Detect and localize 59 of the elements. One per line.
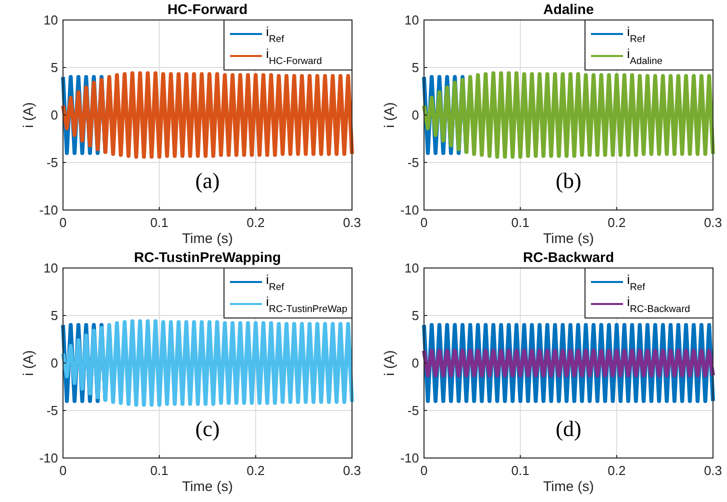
y-tick-label: 0 xyxy=(50,108,58,122)
y-tick-label: 5 xyxy=(412,308,419,323)
y-tick-label: 5 xyxy=(50,60,58,75)
y-axis-title: i (A) xyxy=(381,102,397,128)
x-tick-label: 0.1 xyxy=(511,463,530,478)
y-tick-label: -10 xyxy=(400,202,419,218)
annotation: (d) xyxy=(556,416,582,441)
legend-label: i$_{RC-Backward}$ xyxy=(627,294,690,314)
x-axis-title: Time (s) xyxy=(182,478,233,494)
x-axis-title: Time (s) xyxy=(182,230,233,246)
y-axis-title: i (A) xyxy=(20,102,36,128)
line-series xyxy=(61,319,354,407)
y-tick-label: 0 xyxy=(412,108,419,122)
y-tick-label: -5 xyxy=(46,403,58,418)
legend-label: i$_{RC-TustinPreWap}$ xyxy=(266,294,348,314)
x-tick-label: 0.2 xyxy=(246,463,265,478)
line-series xyxy=(61,71,354,159)
annotation: (b) xyxy=(556,168,582,193)
x-tick-label: 0.2 xyxy=(608,463,626,478)
annotation: (c) xyxy=(195,416,220,441)
chart-title: HC-Forward xyxy=(167,1,248,17)
chart-title: RC-Backward xyxy=(522,249,614,265)
y-tick-label: -10 xyxy=(400,450,419,466)
legend-label: i$_{Ref}$ xyxy=(627,24,646,44)
y-tick-label: -5 xyxy=(46,155,58,170)
y-tick-label: -10 xyxy=(39,202,58,218)
legend-label: i$_{Ref}$ xyxy=(627,272,646,292)
chart-title: Adaline xyxy=(543,1,594,17)
x-tick-label: 0.1 xyxy=(150,215,168,230)
annotation: (a) xyxy=(195,168,220,193)
y-tick-label: 10 xyxy=(404,12,419,28)
y-tick-label: 10 xyxy=(44,260,58,276)
y-tick-label: -10 xyxy=(39,450,58,466)
x-tick-label: 0.3 xyxy=(704,463,722,478)
x-tick-label: 0.1 xyxy=(150,463,168,478)
x-tick-label: 0.2 xyxy=(246,215,265,230)
legend-label: i$_{Adaline}$ xyxy=(627,46,662,66)
line-series xyxy=(422,71,715,159)
y-tick-label: 10 xyxy=(404,260,419,276)
x-tick-label: 0.2 xyxy=(608,215,626,230)
y-tick-label: -5 xyxy=(407,155,419,170)
x-tick-label: 0.3 xyxy=(342,463,362,478)
y-tick-label: -5 xyxy=(407,403,419,418)
chart-title: RC-TustinPreWapping xyxy=(134,249,281,265)
x-axis-title: Time (s) xyxy=(543,230,594,246)
legend-label: i$_{Ref}$ xyxy=(266,272,284,292)
x-axis-title: Time (s) xyxy=(543,478,594,494)
y-axis-title: i (A) xyxy=(381,350,397,376)
y-tick-label: 5 xyxy=(50,308,58,323)
x-tick-label: 0.3 xyxy=(704,215,722,230)
y-axis-title: i (A) xyxy=(20,350,36,376)
x-tick-label: 0.3 xyxy=(342,215,362,230)
y-tick-label: 0 xyxy=(412,356,419,370)
y-tick-label: 0 xyxy=(50,356,58,370)
y-tick-label: 10 xyxy=(44,12,58,28)
y-tick-label: 5 xyxy=(412,60,419,75)
legend-label: i$_{Ref}$ xyxy=(266,24,284,44)
legend-label: i$_{HC-Forward}$ xyxy=(266,46,322,66)
x-tick-label: 0.1 xyxy=(511,215,530,230)
